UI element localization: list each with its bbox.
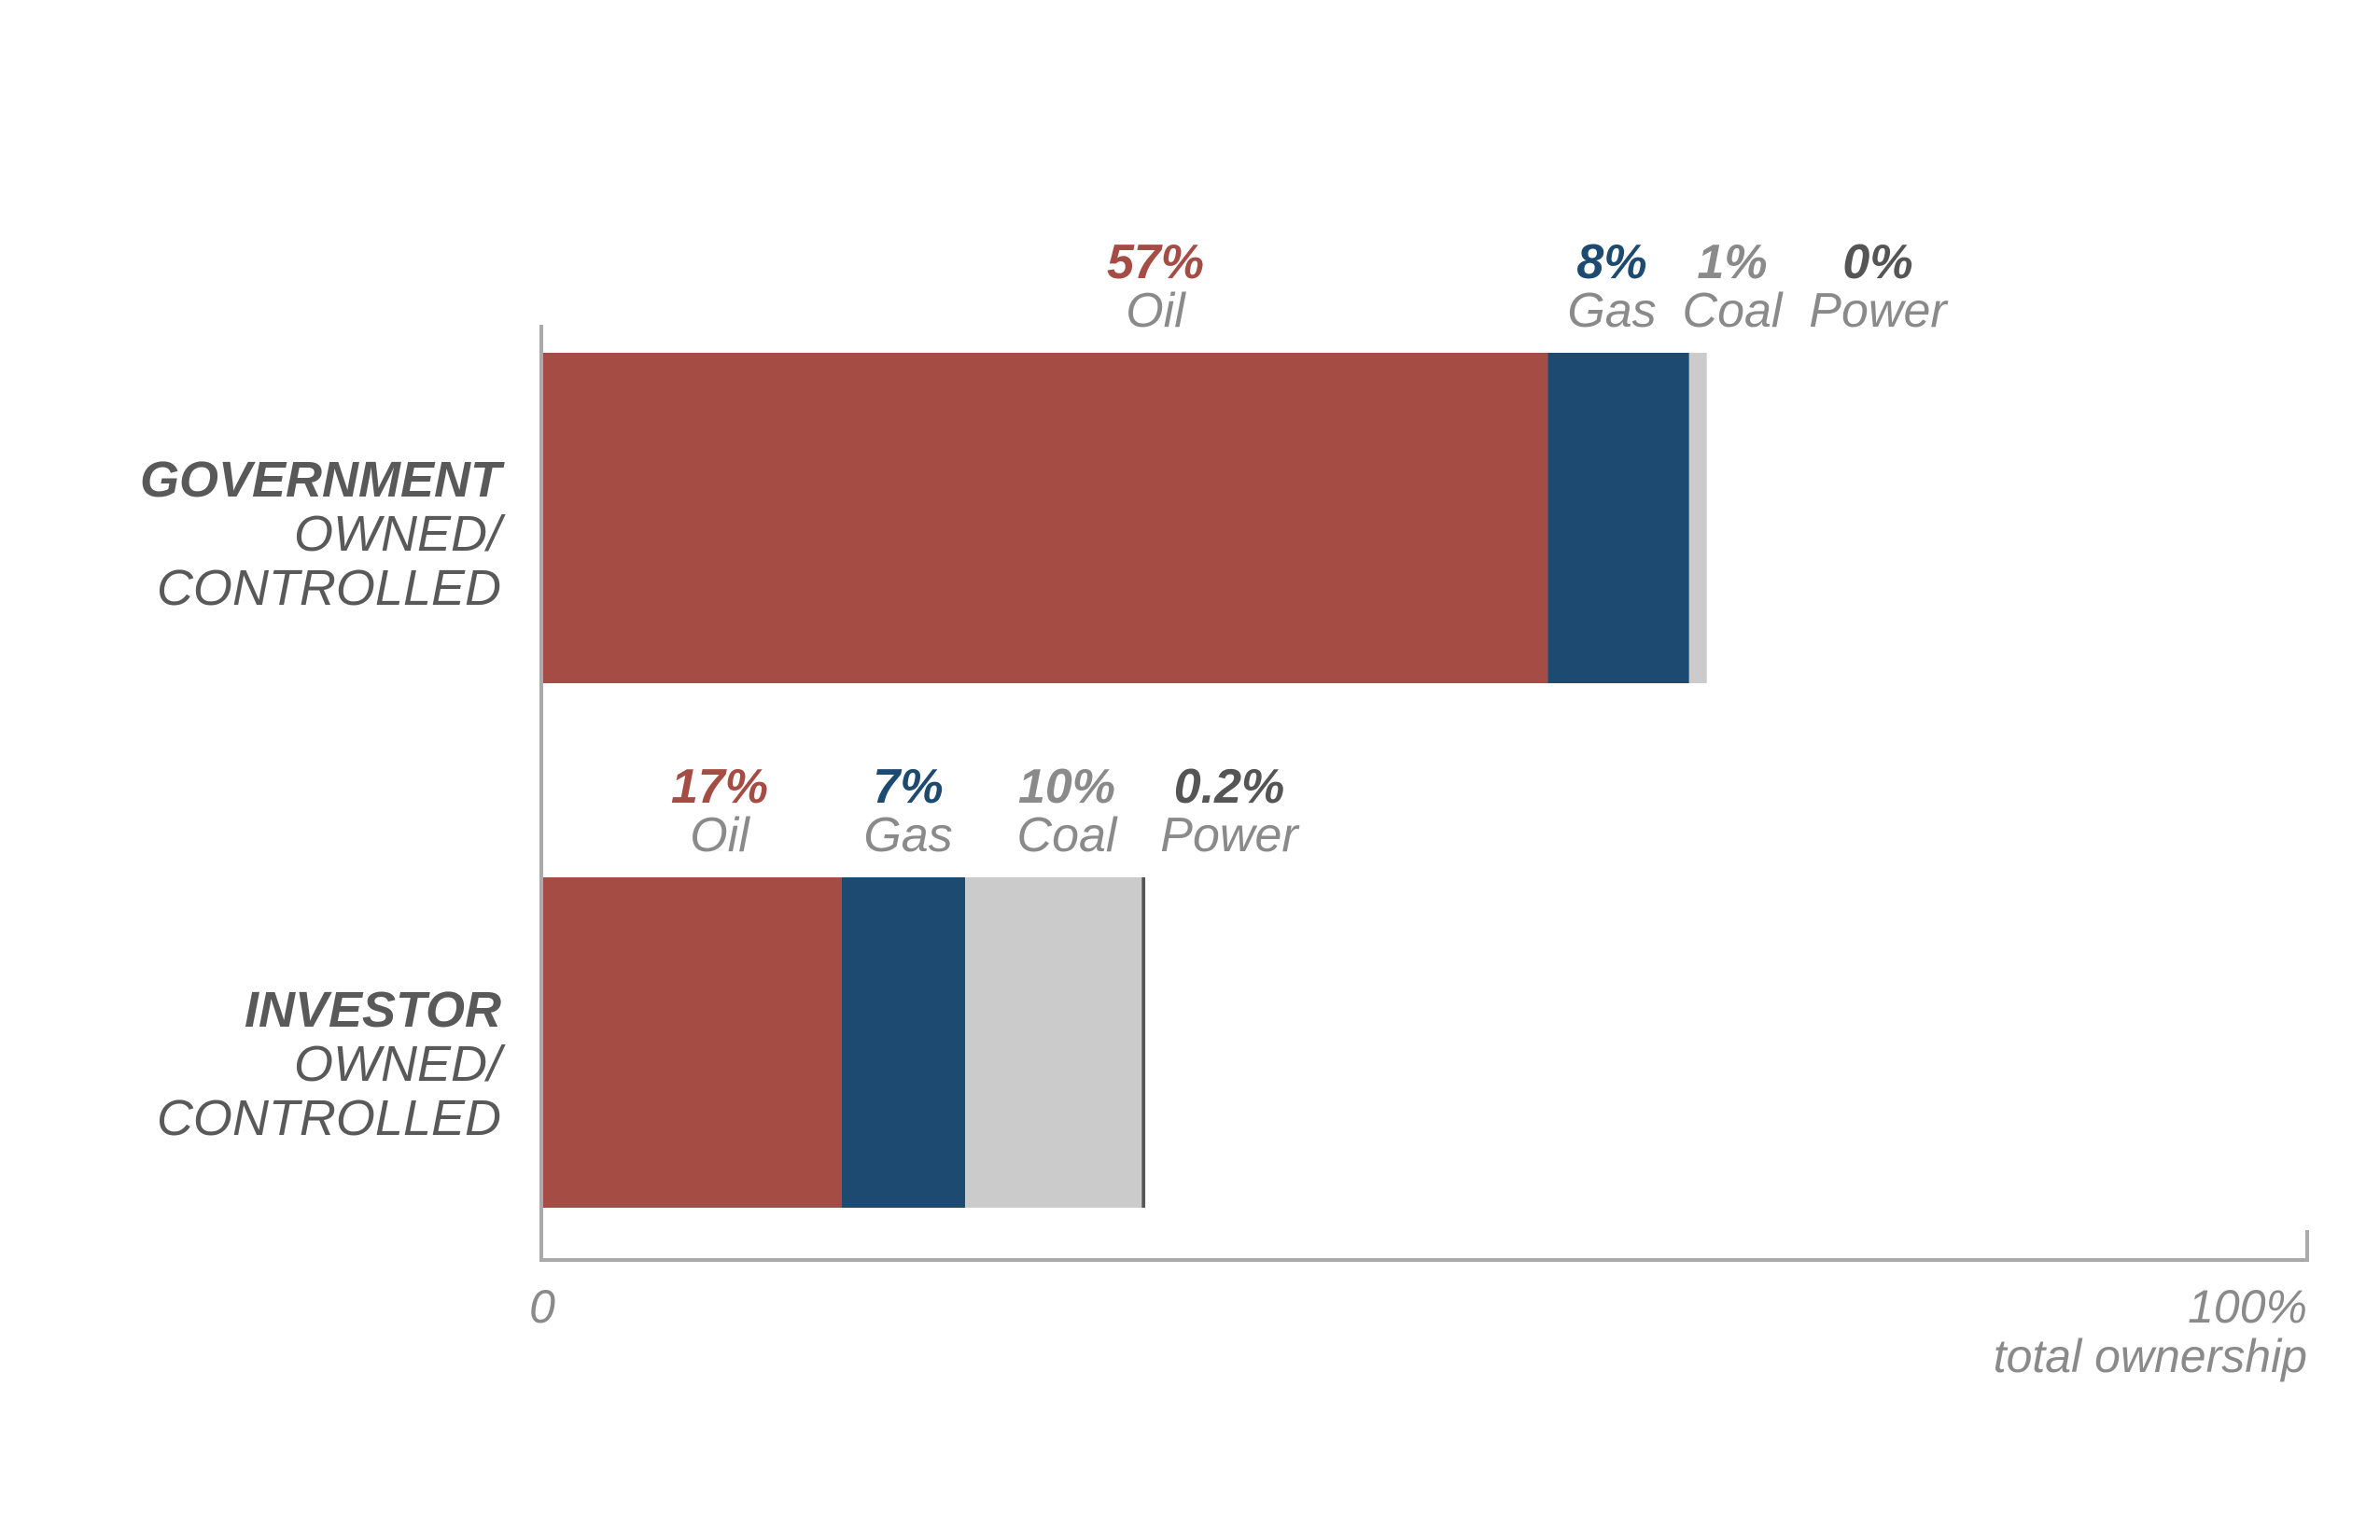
series-label-government-oil: Oil: [1126, 284, 1186, 338]
series-label-investor-power: Power: [1160, 808, 1300, 862]
value-label-government-coal: 1%: [1697, 235, 1767, 289]
bar-government-coal: [1688, 353, 1707, 683]
value-label-government-gas: 8%: [1576, 235, 1646, 289]
value-label-government-oil: 57%: [1107, 235, 1204, 289]
value-label-investor-power: 0.2%: [1174, 760, 1285, 814]
series-label-investor-coal: Coal: [1017, 808, 1118, 862]
value-label-investor-coal: 10%: [1018, 760, 1115, 814]
bar-government-oil: [541, 353, 1548, 683]
category-label-investor-owned: OWNED/: [294, 1036, 506, 1092]
x-axis-title: total ownership: [1994, 1330, 2307, 1382]
bar-investor-coal: [965, 877, 1142, 1208]
series-label-government-coal: Coal: [1683, 284, 1784, 338]
value-label-investor-gas: 7%: [873, 760, 943, 814]
bar-investor-oil: [541, 877, 842, 1208]
category-label-investor: INVESTOR: [245, 982, 501, 1038]
category-label-government-controlled: CONTROLLED: [157, 560, 501, 616]
series-label-government-power: Power: [1809, 284, 1949, 338]
category-label-government-owned: OWNED/: [294, 506, 506, 562]
value-label-investor-oil: 17%: [671, 760, 768, 814]
category-label-investor-controlled: CONTROLLED: [157, 1090, 501, 1146]
bar-investor-gas: [841, 877, 966, 1208]
category-label-government: GOVERNMENT: [140, 452, 505, 508]
x-tick-label-100: 100%: [2188, 1281, 2307, 1333]
series-label-government-gas: Gas: [1567, 284, 1656, 338]
bar-investor-power: [1141, 877, 1146, 1208]
value-labels-layer: 57%Oil8%Gas1%Coal0%Power17%Oil7%Gas10%Co…: [671, 235, 1949, 862]
series-label-investor-gas: Gas: [863, 808, 952, 862]
bars-layer: [541, 353, 1707, 1208]
value-label-government-power: 0%: [1842, 235, 1912, 289]
series-label-investor-oil: Oil: [690, 808, 750, 862]
x-tick-label-0: 0: [529, 1281, 555, 1333]
bar-government-gas: [1547, 353, 1689, 683]
